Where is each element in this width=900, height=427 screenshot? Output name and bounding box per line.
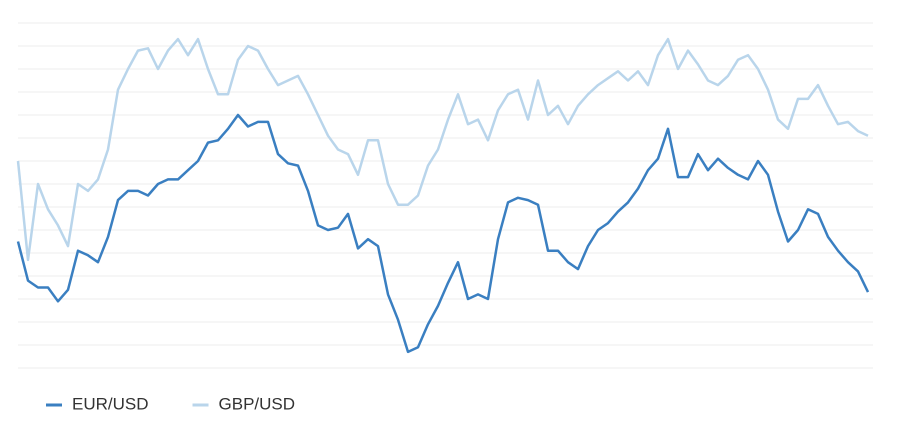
legend-label: GBP/USD: [219, 394, 296, 413]
legend-label: EUR/USD: [72, 394, 149, 413]
series-line: [16, 37, 869, 262]
series-line: [16, 113, 870, 354]
